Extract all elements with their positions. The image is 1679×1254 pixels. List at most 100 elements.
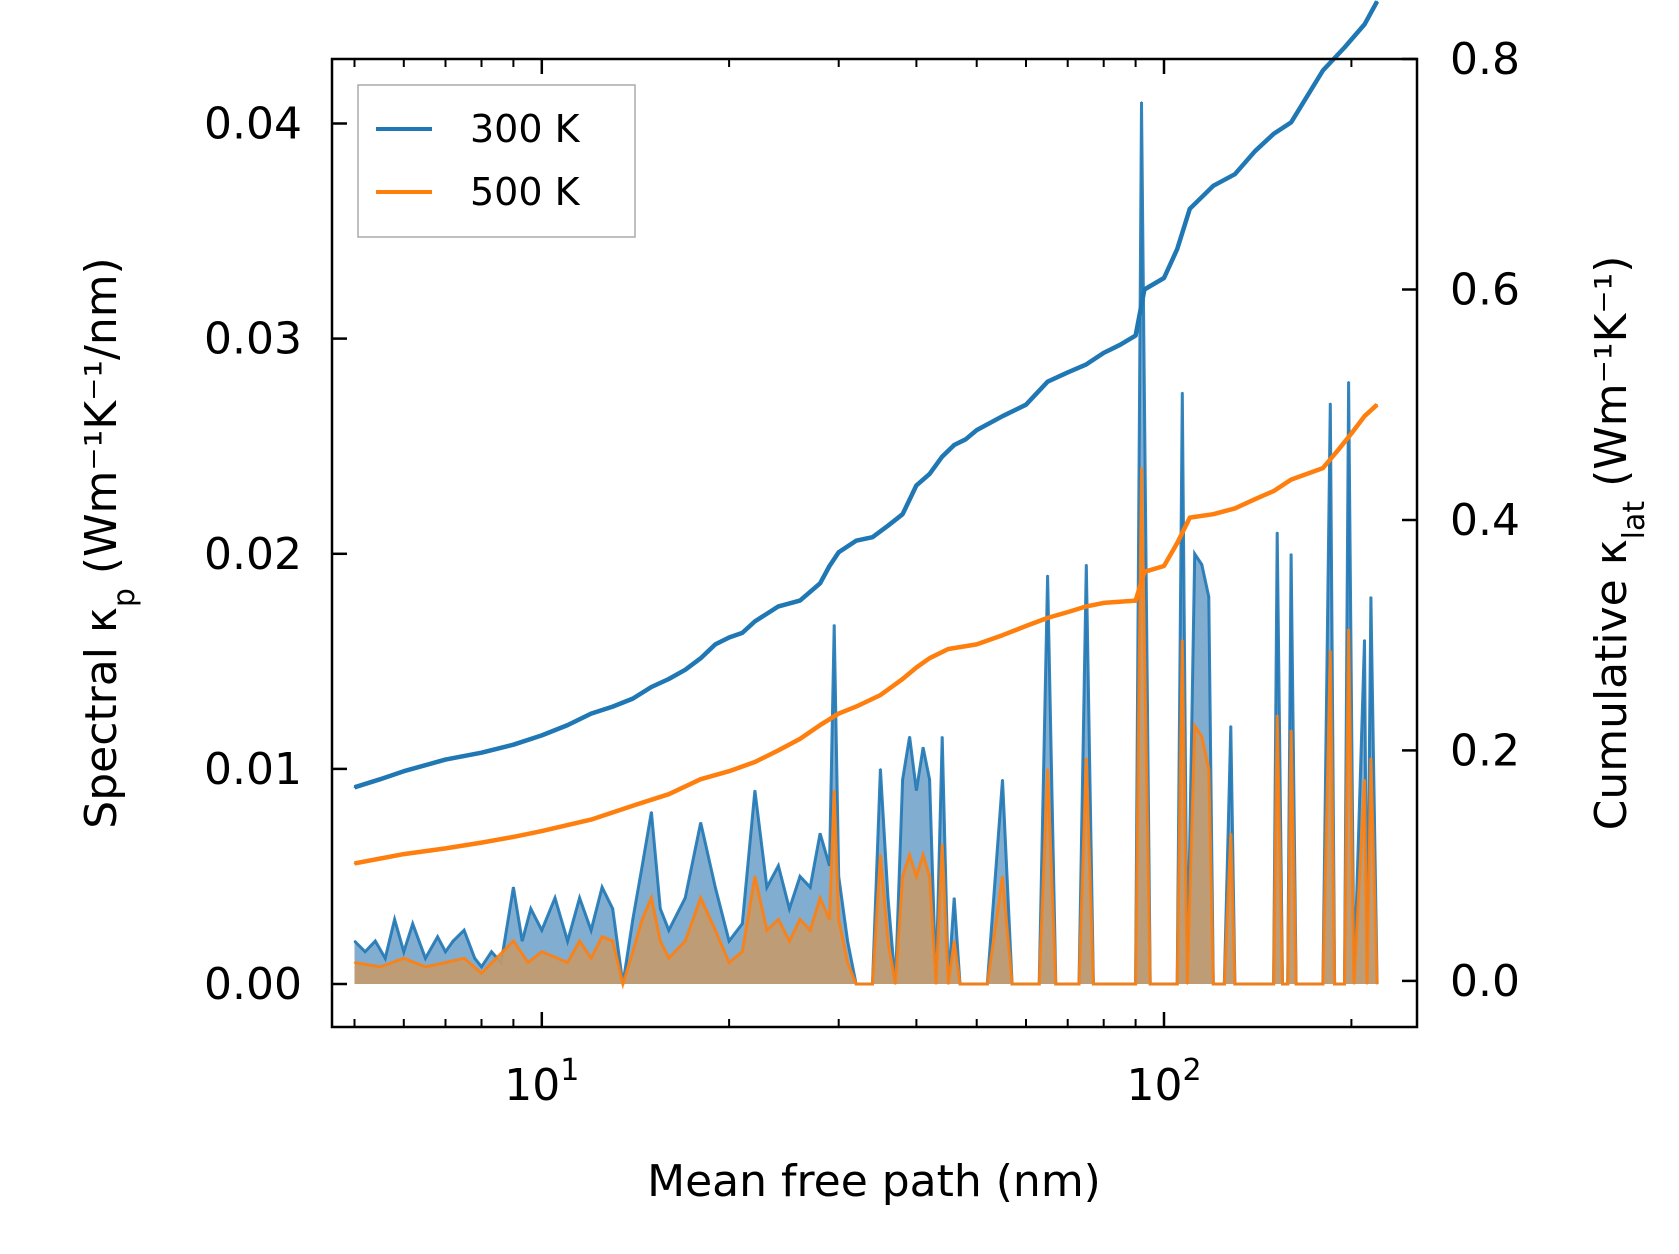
spectral-point-500k-84	[1281, 983, 1284, 985]
cumulative-point-500k-20	[928, 657, 931, 659]
spectral-point-300k-29	[650, 811, 653, 813]
spectral-point-300k-21	[567, 940, 569, 942]
spectral-point-500k-16	[632, 951, 634, 953]
cumulative-point-300k-50	[1290, 121, 1292, 124]
spectral-point-300k-45	[833, 624, 835, 626]
spectral-point-300k-55	[915, 789, 918, 792]
spectral-point-300k-24	[601, 886, 603, 888]
spectral-point-300k-6	[412, 923, 414, 925]
cumulative-point-300k-25	[871, 536, 874, 538]
spectral-point-300k-10	[452, 940, 454, 942]
spectral-point-300k-90	[1230, 725, 1232, 727]
cumulative-point-300k-4	[480, 751, 483, 754]
spectral-point-500k-91	[1334, 983, 1336, 985]
y-right-axis-label: Cumulative κlat (Wm⁻¹K⁻¹)	[1586, 256, 1652, 831]
spectral-point-300k-56	[922, 746, 924, 749]
spectral-point-500k-93	[1348, 628, 1350, 630]
spectral-point-300k-94	[1276, 531, 1278, 533]
spectral-point-500k-3	[424, 966, 426, 968]
spectral-point-500k-85	[1287, 983, 1289, 985]
cumulative-point-300k-42	[1143, 288, 1146, 291]
spectral-point-300k-59	[941, 736, 943, 738]
spectral-point-300k-86	[1201, 563, 1203, 566]
cumulative-point-500k-25	[1046, 617, 1049, 619]
spectral-point-500k-21	[684, 940, 686, 942]
cumulative-series-layer	[353, 0, 1380, 866]
cumulative-point-500k-30	[1143, 571, 1146, 573]
cumulative-point-300k-39	[1102, 352, 1105, 354]
spectral-point-500k-87	[1295, 983, 1297, 985]
y-right-tick-label: 0.8	[1450, 34, 1520, 85]
spectral-point-500k-54	[986, 983, 988, 985]
spectral-point-500k-36	[847, 961, 849, 964]
spectral-point-500k-10	[567, 961, 569, 964]
spectral-point-500k-80	[1234, 983, 1236, 985]
spectral-point-300k-51	[887, 897, 889, 899]
spectral-point-500k-64	[1092, 983, 1094, 985]
cumulative-point-500k-9	[699, 778, 702, 780]
spectral-point-300k-32	[684, 897, 686, 899]
spectral-point-500k-2	[403, 957, 405, 959]
spectral-point-500k-43	[909, 854, 911, 856]
cumulative-point-300k-37	[1066, 371, 1069, 374]
spectral-point-500k-63	[1085, 757, 1087, 759]
spectral-point-300k-9	[444, 951, 447, 953]
spectral-point-300k-18	[530, 908, 532, 910]
spectral-point-300k-28	[641, 865, 643, 867]
spectral-point-500k-75	[1201, 736, 1203, 738]
cumulative-point-500k-33	[1189, 516, 1191, 519]
spectral-point-500k-95	[1363, 779, 1366, 781]
cumulative-point-500k-7	[632, 804, 634, 807]
spectral-point-300k-108	[1370, 596, 1372, 598]
spectral-point-500k-32	[819, 897, 821, 899]
spectral-point-300k-106	[1363, 639, 1366, 641]
spectral-point-300k-57	[929, 779, 931, 781]
y-right-tick-label: 0.0	[1450, 956, 1520, 1007]
cumulative-point-500k-4	[512, 836, 515, 838]
cumulative-point-300k-18	[754, 620, 756, 623]
spectral-point-300k-30	[659, 908, 661, 910]
cumulative-point-300k-13	[684, 669, 686, 671]
spectral-point-500k-27	[766, 929, 768, 931]
cumulative-point-500k-42	[1363, 415, 1366, 418]
spectral-point-300k-66	[1001, 779, 1004, 781]
spectral-point-500k-33	[828, 918, 831, 921]
spectral-point-500k-96	[1366, 983, 1368, 985]
cumulative-point-500k-15	[837, 712, 840, 715]
x-axis-label: Mean free path (nm)	[647, 1156, 1101, 1207]
spectral-point-500k-31	[809, 929, 811, 931]
cumulative-point-500k-40	[1336, 450, 1339, 452]
spectral-point-500k-82	[1273, 983, 1275, 985]
cumulative-point-300k-49	[1272, 133, 1275, 135]
spectral-point-300k-11	[463, 929, 465, 931]
spectral-point-500k-6	[480, 972, 483, 974]
cumulative-point-300k-2	[403, 770, 405, 772]
cumulative-point-300k-21	[819, 582, 821, 585]
y-left-tick-label: 0.00	[204, 959, 302, 1010]
spectral-point-500k-26	[754, 875, 756, 878]
spectral-point-500k-90	[1329, 650, 1331, 652]
spectral-point-500k-19	[659, 940, 661, 942]
spectral-point-500k-70	[1163, 983, 1165, 985]
spectral-point-500k-5	[463, 957, 465, 959]
cumulative-point-300k-28	[915, 484, 918, 487]
x-axis-ticks: 101 102	[353, 59, 1353, 1111]
y-right-label-sub: lat	[1617, 501, 1652, 540]
spectral-point-500k-23	[714, 929, 716, 931]
spectral-point-500k-52	[965, 983, 967, 985]
y-right-tick-label: 0.4	[1450, 495, 1520, 546]
cumulative-point-300k-14	[699, 657, 702, 659]
cumulative-point-300k-43	[1163, 277, 1165, 279]
spectral-point-300k-35	[728, 940, 730, 942]
x-tick-label-base: 10	[504, 1060, 560, 1111]
cumulative-point-300k-29	[928, 473, 931, 475]
spectral-point-500k-7	[512, 940, 515, 942]
cumulative-point-300k-1	[379, 778, 382, 780]
cumulative-point-300k-33	[975, 429, 978, 431]
spectral-point-500k-41	[894, 983, 897, 985]
spectral-point-300k-0	[353, 940, 356, 942]
cumulative-point-300k-40	[1119, 344, 1121, 346]
y-left-tick-label: 0.03	[204, 314, 302, 365]
spectral-point-500k-69	[1149, 983, 1151, 985]
